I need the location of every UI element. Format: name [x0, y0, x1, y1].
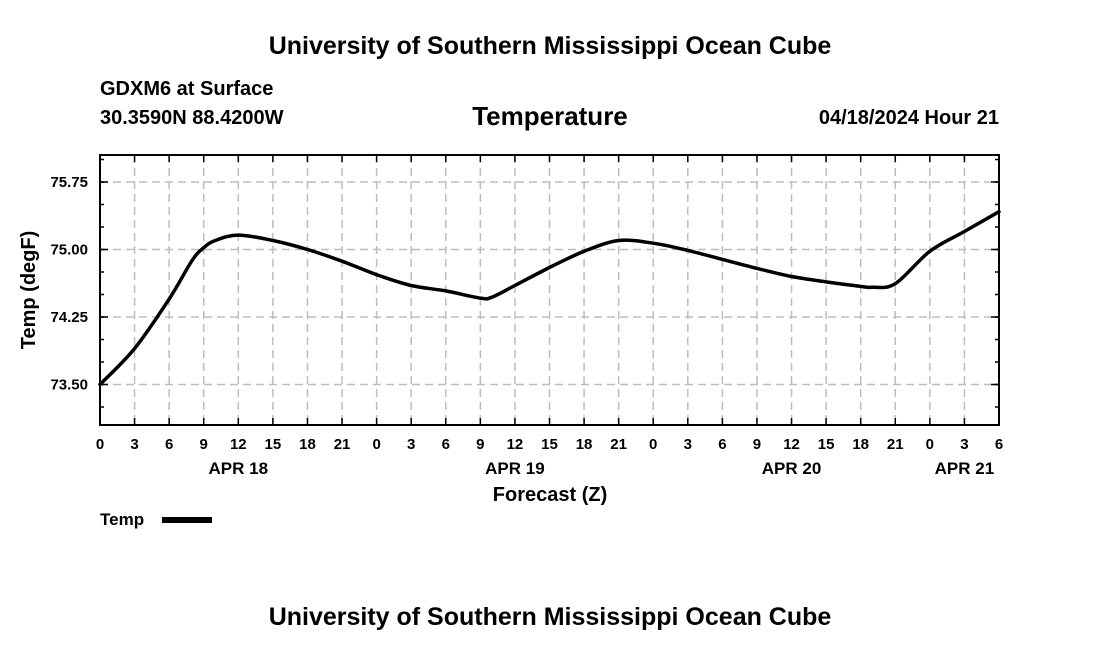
x-tick-label: 12	[230, 436, 247, 453]
date-label: APR 21	[935, 459, 995, 478]
x-tick-label: 9	[200, 436, 208, 453]
x-tick-label: 12	[783, 436, 800, 453]
footer-title: University of Southern Mississippi Ocean…	[269, 603, 832, 631]
x-tick-label: 21	[887, 436, 904, 453]
legend-label: Temp	[100, 510, 144, 529]
x-tick-label: 3	[130, 436, 138, 453]
x-tick-label: 3	[684, 436, 692, 453]
chart-title: Temperature	[472, 101, 628, 131]
x-tick-labels: 0 3 6 9 12 15 18 21 0 3 6 9 12 15 18 21 0 3 6 9 12 15 18 21 0 3 6	[96, 436, 1003, 453]
grid	[100, 155, 999, 425]
legend-swatch	[162, 517, 212, 523]
tick-marks	[99, 155, 1000, 425]
series-line-temp	[98, 209, 1001, 387]
x-tick-label: 18	[852, 436, 869, 453]
date-labels: APR 18 APR 19 APR 20 APR 21	[209, 459, 995, 478]
x-tick-label: 18	[576, 436, 593, 453]
x-tick-label: 18	[299, 436, 316, 453]
x-tick-label: 0	[926, 436, 934, 453]
x-tick-label: 0	[372, 436, 380, 453]
x-tick-label: 15	[265, 436, 282, 453]
x-tick-label: 6	[442, 436, 450, 453]
page-title: University of Southern Mississippi Ocean…	[269, 32, 832, 60]
x-tick-label: 15	[818, 436, 835, 453]
station-label: GDXM6 at Surface	[100, 78, 273, 100]
x-tick-label: 9	[753, 436, 761, 453]
x-tick-label: 6	[995, 436, 1003, 453]
y-tick-label: 75.75	[50, 174, 88, 191]
date-label: APR 20	[762, 459, 822, 478]
y-tick-label: 74.25	[50, 309, 88, 326]
y-tick-label: 73.50	[50, 377, 88, 394]
y-axis-label: Temp (degF)	[18, 231, 40, 350]
x-tick-label: 0	[649, 436, 657, 453]
x-tick-label: 6	[165, 436, 173, 453]
x-axis-label: Forecast (Z)	[493, 484, 607, 506]
date-label: APR 19	[485, 459, 545, 478]
datetime-label: 04/18/2024 Hour 21	[819, 107, 999, 129]
series-layer	[98, 209, 1001, 387]
date-label: APR 18	[209, 459, 269, 478]
x-tick-label: 0	[96, 436, 104, 453]
x-tick-label: 12	[507, 436, 524, 453]
x-tick-label: 3	[960, 436, 968, 453]
location-label: 30.3590N 88.4200W	[100, 107, 284, 129]
x-tick-label: 6	[718, 436, 726, 453]
x-tick-label: 21	[610, 436, 627, 453]
x-tick-label: 21	[334, 436, 351, 453]
y-tick-labels: 73.50 74.25 75.00 75.75	[50, 174, 88, 394]
x-tick-label: 15	[541, 436, 558, 453]
x-tick-label: 3	[407, 436, 415, 453]
x-tick-label: 9	[476, 436, 484, 453]
y-tick-label: 75.00	[50, 242, 88, 259]
